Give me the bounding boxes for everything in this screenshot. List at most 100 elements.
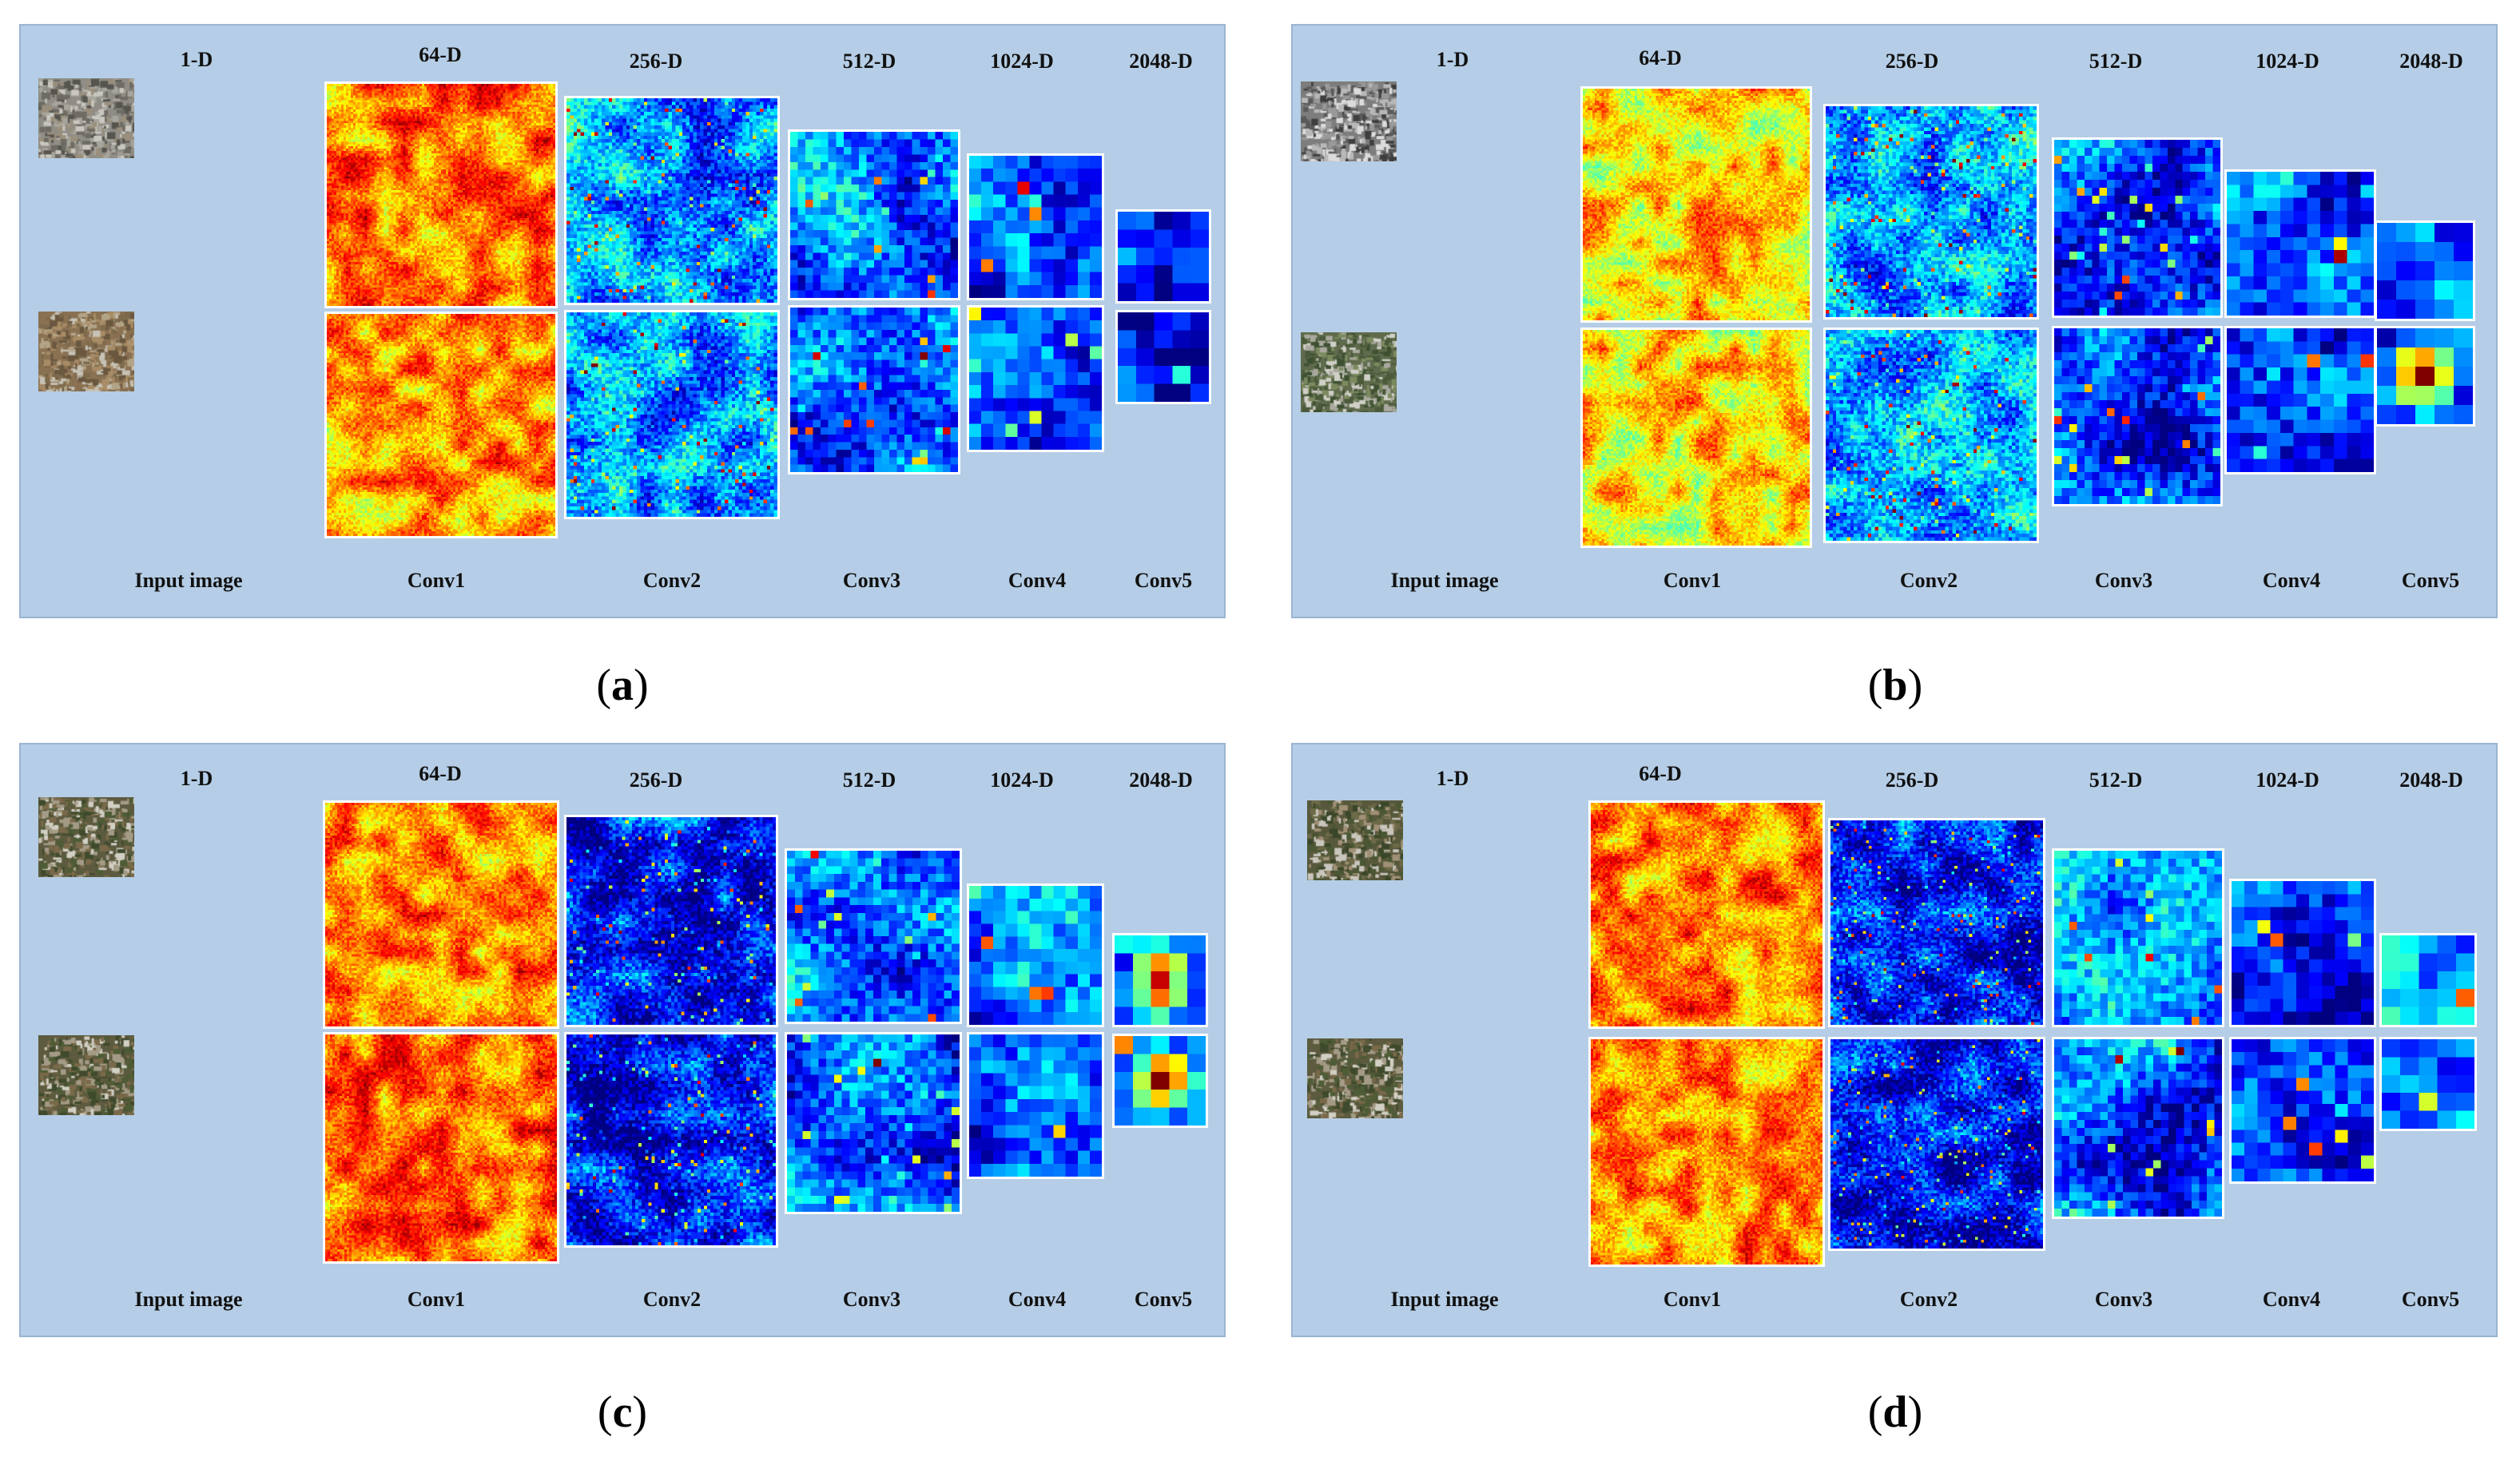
input-image-top	[1307, 800, 1587, 1029]
conv2-map-top	[1823, 104, 2039, 320]
conv2-map-bottom	[564, 1032, 778, 1248]
layer-label: Conv3	[2094, 569, 2153, 592]
conv4-map-top	[2229, 879, 2376, 1027]
conv3-map-bottom	[788, 305, 960, 474]
layer-label: Conv2	[1899, 569, 1958, 592]
layer-label: Conv4	[2262, 569, 2321, 592]
layer-label: Conv4	[2262, 1288, 2321, 1311]
feature-map-canvas	[969, 156, 1102, 298]
conv5-map-top	[2375, 220, 2475, 321]
feature-map-canvas	[2227, 172, 2374, 316]
aerial-photo-canvas	[38, 312, 134, 391]
conv3-map-top	[2052, 137, 2223, 318]
feature-map-canvas	[2232, 1039, 2374, 1181]
feature-map-canvas	[325, 1034, 557, 1261]
conv1-map-top	[323, 800, 559, 1029]
conv2-map-bottom	[564, 310, 780, 519]
input-image-bottom	[1307, 1038, 1587, 1267]
dim-label: 64-D	[1639, 46, 1682, 69]
feature-map-canvas	[969, 886, 1102, 1025]
dim-label: 64-D	[419, 762, 462, 785]
conv5-map-bottom	[2379, 1037, 2477, 1131]
feature-map-canvas	[1115, 1036, 1206, 1126]
feature-map-canvas	[325, 803, 557, 1026]
aerial-photo-canvas	[1301, 332, 1397, 412]
layer-label: Conv5	[2401, 1288, 2460, 1311]
feature-map-canvas	[1115, 935, 1206, 1025]
conv3-map-bottom	[785, 1032, 962, 1214]
conv1-map-bottom	[1580, 328, 1812, 548]
aerial-photo-canvas	[38, 1035, 134, 1115]
conv2-map-bottom	[1823, 328, 2039, 543]
conv5-map-bottom	[1115, 310, 1211, 404]
feature-map-canvas	[1583, 89, 1810, 320]
conv2-map-bottom	[1828, 1037, 2045, 1251]
layer-label: Conv3	[2094, 1288, 2153, 1311]
feature-map-canvas	[1826, 330, 2037, 541]
dim-label: 1024-D	[990, 768, 1054, 792]
dim-label: 64-D	[1639, 762, 1682, 785]
panel-c-caption: (c)	[597, 1388, 648, 1437]
dim-label: 1-D	[180, 767, 213, 790]
dim-label: 1024-D	[2256, 768, 2319, 792]
conv1-map-top	[1588, 800, 1825, 1029]
conv2-map-top	[564, 815, 778, 1027]
conv5-map-top	[2379, 933, 2477, 1027]
conv2-map-top	[564, 96, 780, 305]
dim-label: 2048-D	[2399, 50, 2463, 73]
conv4-map-bottom	[2224, 326, 2376, 474]
feature-map-canvas	[2054, 328, 2220, 504]
conv4-map-bottom	[2229, 1037, 2376, 1184]
panel-b: 1-D 64-D 256-D 512-D 1024-D 2048-D Input…	[1291, 24, 2498, 618]
panel-d: 1-D 64-D 256-D 512-D 1024-D 2048-D Input…	[1291, 743, 2498, 1337]
dim-label: 256-D	[629, 50, 683, 73]
layer-label: Conv1	[1663, 1288, 1722, 1311]
conv3-map-bottom	[2052, 326, 2223, 506]
feature-map-canvas	[969, 308, 1102, 450]
dim-label: 512-D	[842, 768, 896, 792]
feature-map-canvas	[787, 851, 960, 1022]
layer-label: Conv5	[1134, 1288, 1193, 1311]
feature-map-canvas	[2377, 328, 2473, 424]
feature-map-canvas	[2054, 140, 2220, 316]
input-image-bottom	[1301, 332, 1580, 558]
aerial-photo-canvas	[1301, 81, 1397, 161]
layer-label: Conv1	[407, 569, 466, 592]
feature-map-canvas	[566, 312, 777, 517]
conv1-map-top	[1580, 86, 1812, 323]
feature-map-canvas	[1826, 106, 2037, 317]
feature-map-canvas	[1830, 820, 2043, 1025]
input-image-bottom	[38, 312, 321, 537]
dim-label: 2048-D	[2399, 768, 2463, 792]
conv4-map-top	[2224, 169, 2376, 318]
conv3-map-top	[2052, 848, 2224, 1027]
layer-label: Input image	[134, 1288, 243, 1311]
layer-label: Conv5	[1134, 569, 1193, 592]
feature-map-canvas	[2054, 1039, 2222, 1217]
dim-label: 64-D	[419, 43, 462, 66]
dim-label: 512-D	[2089, 50, 2143, 73]
layer-label: Input image	[1390, 1288, 1499, 1311]
feature-map-canvas	[2382, 935, 2474, 1025]
conv4-map-top	[967, 883, 1104, 1027]
dim-label: 512-D	[842, 50, 896, 73]
dim-label: 1024-D	[990, 50, 1054, 73]
aerial-photo-canvas	[38, 797, 134, 877]
feature-map-canvas	[566, 98, 777, 303]
feature-map-canvas	[790, 132, 958, 298]
aerial-photo-canvas	[1307, 1038, 1403, 1118]
feature-map-canvas	[1118, 212, 1209, 301]
layer-label: Conv3	[842, 569, 901, 592]
panel-d-caption: (d)	[1867, 1388, 1923, 1437]
layer-label: Conv1	[407, 1288, 466, 1311]
conv1-map-bottom	[324, 312, 558, 538]
layer-label: Input image	[1390, 569, 1499, 592]
feature-map-canvas	[2227, 328, 2374, 472]
conv3-map-top	[785, 848, 962, 1024]
conv5-map-top	[1115, 209, 1211, 304]
feature-map-canvas	[1591, 803, 1822, 1026]
conv5-map-top	[1112, 933, 1208, 1027]
layer-label: Conv2	[642, 1288, 702, 1311]
dim-label: 1-D	[1436, 48, 1469, 71]
conv1-map-bottom	[323, 1032, 559, 1264]
